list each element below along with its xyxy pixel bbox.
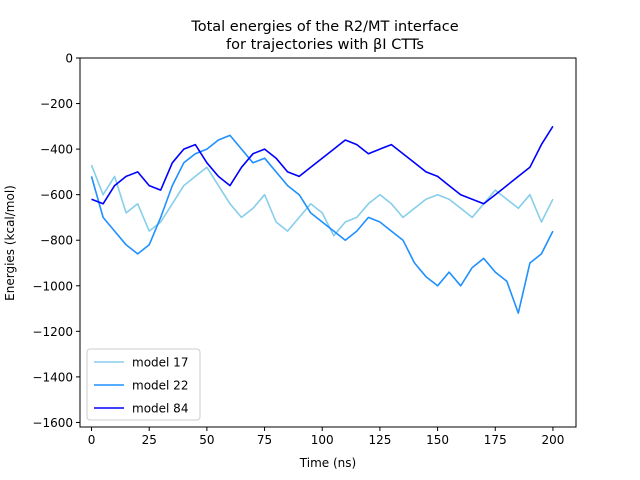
- y-tick-label: −400: [40, 143, 73, 157]
- chart-title-line-1: Total energies of the R2/MT interface: [190, 19, 458, 35]
- x-tick-label: 200: [541, 433, 564, 447]
- chart-title-line-2: for trajectories with βI CTTs: [226, 37, 424, 53]
- y-axis-label: Energies (kcal/mol): [3, 185, 17, 301]
- series-line-model-17: [90, 164, 554, 237]
- y-tick-label: −1200: [32, 325, 73, 339]
- x-axis: 0 25 50 75 100 125 150 175 200: [88, 427, 564, 447]
- series-line-model-84: [91, 125, 554, 205]
- x-tick-label: 25: [142, 433, 157, 447]
- y-tick-label: 0: [65, 52, 73, 66]
- series-lines: [90, 125, 554, 314]
- plot-frame: [79, 57, 577, 428]
- series-line-model-22: [90, 134, 554, 314]
- y-tick-label: −1600: [32, 416, 73, 430]
- legend: model 17 model 22 model 84: [86, 348, 201, 421]
- x-tick-label: 125: [368, 433, 391, 447]
- legend-box: [86, 348, 201, 421]
- x-axis-label: Time (ns): [299, 456, 356, 470]
- x-tick-label: 75: [257, 433, 272, 447]
- y-tick-label: −1000: [32, 279, 73, 293]
- y-axis: 0 −200 −400 −600 −800 −1000 −1200 −1400 −1600: [32, 52, 80, 430]
- x-tick-label: 0: [88, 433, 96, 447]
- legend-label-model-22: model 22: [132, 379, 188, 393]
- x-tick-label: 100: [311, 433, 334, 447]
- y-tick-label: −200: [40, 97, 73, 111]
- x-tick-label: 150: [426, 433, 449, 447]
- y-tick-label: −600: [40, 188, 73, 202]
- y-tick-label: −1400: [32, 370, 73, 384]
- legend-label-model-84: model 84: [132, 402, 188, 416]
- y-tick-label: −800: [40, 234, 73, 248]
- x-tick-label: 175: [484, 433, 507, 447]
- x-tick-label: 50: [199, 433, 214, 447]
- legend-label-model-17: model 17: [132, 356, 188, 370]
